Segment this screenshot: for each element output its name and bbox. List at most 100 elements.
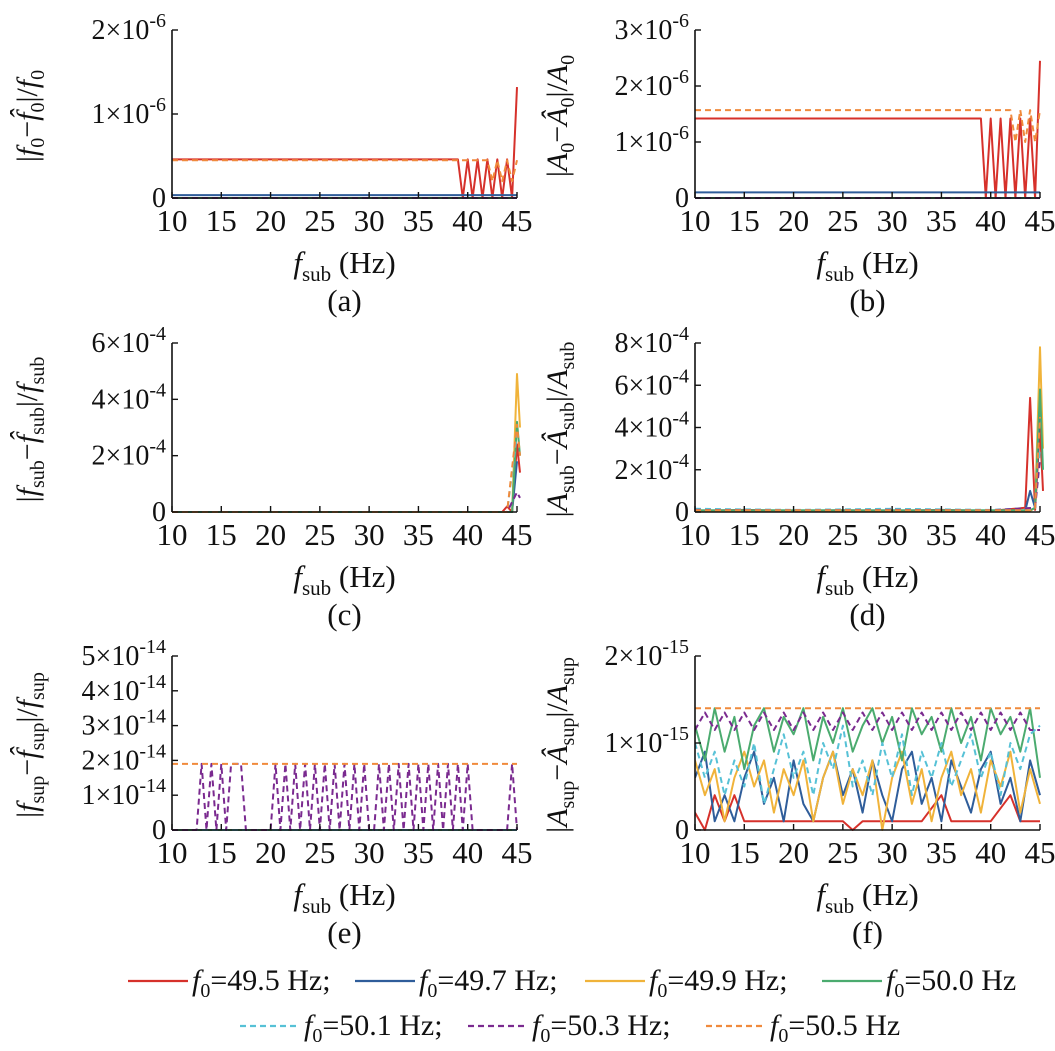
y-tick-label: 1×10-15 — [605, 723, 689, 759]
x-tick-label: 30 — [354, 517, 385, 552]
x-tick-label: 20 — [778, 835, 809, 870]
y-tick-label: 2×10-4 — [92, 436, 166, 472]
x-axis-label: fsub (Hz) — [293, 559, 395, 600]
x-tick-label: 40 — [975, 203, 1006, 238]
series-line — [695, 448, 1041, 511]
series-line — [172, 762, 518, 831]
x-axis-label: fsub (Hz) — [816, 559, 918, 600]
legend-item: f0=50.1 Hz; — [240, 1009, 443, 1047]
series-line — [695, 707, 1041, 778]
y-tick-label: 2×10-6 — [615, 66, 689, 102]
x-tick-label: 20 — [255, 517, 286, 552]
series-line — [695, 346, 1044, 512]
series-line — [695, 711, 1040, 731]
y-tick-label: 0 — [675, 183, 689, 214]
x-tick-label: 10 — [680, 517, 711, 552]
y-tick-label: 4×10-4 — [615, 408, 689, 444]
panels-group: 10 15 20 25 30 35 40 45 0 1×10-6 2×10-6 |f0−f̂0|/f0… — [10, 10, 1055, 950]
x-tick-label: 20 — [778, 203, 809, 238]
x-tick-label: 45 — [1025, 203, 1055, 238]
x-tick-label: 30 — [877, 517, 908, 552]
y-axis-label: |fsup−f̂sup|/fsup — [10, 672, 49, 818]
legend: f0=49.5 Hz; f0=49.7 Hz; f0=49.9 Hz; f0=50.0… — [128, 964, 1016, 1047]
y-tick-label: 0 — [152, 497, 166, 528]
x-tick-label: 15 — [729, 203, 760, 238]
series-line — [172, 87, 518, 199]
series-line — [695, 416, 1041, 512]
chart-panel: 10 15 20 25 30 35 40 45 0 1×10-15 2×10-15 |Asup−Âsu… — [541, 636, 1055, 950]
series-line — [172, 373, 521, 513]
y-tick-label: 1×10-6 — [615, 122, 689, 158]
series-line — [172, 423, 521, 513]
series-line — [695, 750, 1041, 823]
chart-panel: 10 15 20 25 30 35 40 45 0 1×10-6 2×10-6 3×10-6 |A0−Â… — [541, 10, 1055, 318]
x-axis-label: fsub (Hz) — [816, 877, 918, 918]
y-tick-label: 6×10-4 — [615, 365, 689, 401]
series-line — [172, 420, 521, 513]
x-tick-label: 45 — [1025, 835, 1055, 870]
series-line — [695, 794, 1040, 831]
legend-item: f0=50.0 Hz — [822, 964, 1016, 1002]
y-axis-label: |A0−Â0|/A0 — [541, 55, 579, 177]
y-tick-label: 3×10-14 — [82, 706, 166, 742]
x-tick-label: 10 — [157, 517, 188, 552]
x-tick-label: 20 — [255, 835, 286, 870]
y-tick-label: 2×10-4 — [615, 450, 689, 486]
legend-label: f0=49.7 Hz; — [419, 964, 558, 1002]
x-tick-label: 35 — [926, 835, 957, 870]
series-line — [172, 443, 521, 513]
y-tick-label: 2×10-6 — [92, 10, 166, 46]
y-tick-label: 0 — [152, 183, 166, 214]
x-tick-label: 20 — [255, 203, 286, 238]
x-tick-label: 35 — [403, 517, 434, 552]
x-tick-label: 45 — [502, 517, 533, 552]
x-tick-label: 10 — [157, 835, 188, 870]
y-axis-label: |Asup−Âsup|/Asup — [541, 657, 579, 833]
x-tick-label: 10 — [157, 203, 188, 238]
series-line — [695, 109, 1041, 143]
series-line — [695, 396, 1044, 512]
y-tick-label: 3×10-6 — [615, 10, 689, 46]
x-tick-label: 45 — [502, 203, 533, 238]
panel-label: (d) — [849, 597, 885, 632]
legend-label: f0=50.0 Hz — [886, 964, 1016, 1002]
y-tick-label: 0 — [675, 815, 689, 846]
y-tick-label: 4×10-4 — [92, 379, 166, 415]
legend-item: f0=49.7 Hz; — [355, 964, 558, 1002]
y-tick-label: 0 — [152, 815, 166, 846]
x-tick-label: 45 — [1025, 517, 1055, 552]
x-tick-label: 15 — [206, 517, 237, 552]
x-tick-label: 30 — [354, 835, 385, 870]
legend-label: f0=50.3 Hz; — [532, 1009, 671, 1047]
panel-label: (e) — [327, 915, 361, 950]
x-tick-label: 35 — [926, 517, 957, 552]
x-axis-label: fsub (Hz) — [293, 877, 395, 918]
legend-label: f0=50.5 Hz — [770, 1009, 900, 1047]
x-tick-label: 25 — [304, 203, 335, 238]
y-axis-label: |f0−f̂0|/f0 — [10, 70, 49, 162]
y-tick-label: 1×10-6 — [92, 94, 166, 130]
legend-label: f0=49.9 Hz; — [649, 964, 788, 1002]
legend-item: f0=49.9 Hz; — [585, 964, 788, 1002]
chart-panel: 10 15 20 25 30 35 40 45 0 2×10-4 4×10-4 6×10-4 |fsub… — [10, 323, 533, 632]
series-line — [695, 724, 1041, 805]
legend-item: f0=49.5 Hz; — [128, 964, 331, 1002]
series-line — [172, 461, 518, 513]
x-tick-label: 30 — [354, 203, 385, 238]
x-tick-label: 25 — [827, 203, 858, 238]
chart-panel: 10 15 20 25 30 35 40 45 0 1×10-6 2×10-6 |f0−f̂0|/f0… — [10, 10, 533, 318]
x-tick-label: 10 — [680, 835, 711, 870]
y-tick-label: 2×10-14 — [82, 740, 166, 776]
y-axis-label: |fsub−f̂sub|/fsub — [10, 357, 49, 503]
series-line — [695, 388, 1044, 512]
x-tick-label: 25 — [827, 517, 858, 552]
legend-item: f0=50.5 Hz — [706, 1009, 900, 1047]
panel-label: (c) — [327, 597, 361, 632]
x-tick-label: 15 — [729, 517, 760, 552]
chart-panel: 10 15 20 25 30 35 40 45 0 1×10-142×10-143×10-144×… — [10, 636, 533, 950]
x-axis-label: fsub (Hz) — [816, 245, 918, 286]
panel-label: (b) — [849, 283, 885, 318]
x-tick-label: 30 — [877, 835, 908, 870]
series-line — [172, 491, 521, 513]
